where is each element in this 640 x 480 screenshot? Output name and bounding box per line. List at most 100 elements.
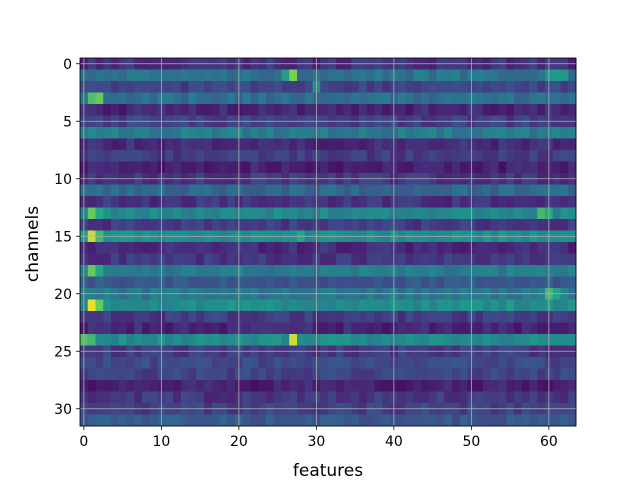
heatmap-cell (514, 380, 523, 392)
heatmap-cell (196, 368, 205, 381)
heatmap-cell (149, 138, 158, 151)
heatmap-cell (483, 69, 492, 82)
heatmap-cell (374, 253, 383, 266)
y-axis-ticks: 0 5 10 15 20 25 30 (54, 57, 80, 418)
heatmap-cell (537, 311, 546, 323)
heatmap-cell (382, 219, 391, 231)
heatmap-cell (413, 311, 422, 323)
heatmap-cell (521, 242, 530, 254)
heatmap-cell (219, 219, 228, 231)
heatmap-cell (436, 334, 445, 346)
heatmap-cell (118, 334, 127, 346)
heatmap-cell (118, 184, 127, 197)
heatmap-cell (258, 391, 267, 404)
heatmap-cell (436, 150, 445, 162)
heatmap-cell (506, 380, 515, 392)
heatmap-cell (397, 138, 406, 151)
heatmap-cell (560, 81, 569, 93)
heatmap-cell (529, 265, 538, 277)
heatmap-cell (87, 69, 96, 82)
heatmap-cell (204, 184, 213, 197)
heatmap-cell (211, 69, 220, 82)
heatmap-cell (374, 357, 383, 369)
heatmap-cell (405, 81, 414, 93)
heatmap-cell (328, 196, 337, 208)
heatmap-cell (490, 104, 499, 116)
heatmap-cell (266, 138, 275, 151)
heatmap-cell (196, 184, 205, 197)
heatmap-cell (242, 161, 251, 174)
heatmap-cell (320, 265, 329, 277)
heatmap-cell (351, 127, 360, 139)
heatmap-cell (382, 196, 391, 208)
heatmap-cell (498, 81, 507, 93)
heatmap-cell (266, 265, 275, 277)
heatmap-cell (452, 184, 461, 197)
heatmap-cell (126, 253, 135, 266)
heatmap-cell (459, 127, 468, 139)
heatmap-cell (568, 276, 577, 289)
heatmap-cell (335, 265, 344, 277)
heatmap-cell (560, 127, 569, 139)
heatmap-cell (173, 391, 182, 404)
heatmap-cell (351, 368, 360, 381)
heatmap-cell (343, 322, 352, 335)
heatmap-cell (374, 311, 383, 323)
heatmap-cell (204, 253, 213, 266)
heatmap-cell (258, 299, 267, 312)
heatmap-cell (134, 276, 143, 289)
heatmap-cell (227, 150, 236, 162)
heatmap-cell (351, 81, 360, 93)
heatmap-cell (258, 334, 267, 346)
heatmap-cell (250, 219, 259, 231)
heatmap-cell (366, 138, 375, 151)
heatmap-cell (281, 207, 290, 220)
heatmap-cell (490, 334, 499, 346)
heatmap-cell (537, 357, 546, 369)
heatmap-cell (219, 391, 228, 404)
heatmap-cell (188, 150, 197, 162)
heatmap-cell (413, 69, 422, 82)
heatmap-cell (266, 207, 275, 220)
heatmap-cell (111, 104, 120, 116)
heatmap-cell (483, 92, 492, 105)
heatmap-cell (227, 104, 236, 116)
heatmap-cell (289, 138, 298, 151)
heatmap-cell (204, 276, 213, 289)
heatmap-cell (304, 253, 313, 266)
heatmap-cell (436, 322, 445, 335)
heatmap-cell (242, 368, 251, 381)
heatmap-cell (366, 184, 375, 197)
heatmap-cell (436, 368, 445, 381)
heatmap-cell (397, 391, 406, 404)
heatmap-cell (421, 81, 430, 93)
heatmap-cell (475, 414, 484, 427)
heatmap-cell (537, 380, 546, 392)
heatmap-cell (196, 299, 205, 312)
heatmap-cell (382, 311, 391, 323)
heatmap-cell (421, 265, 430, 277)
heatmap-cell (552, 265, 561, 277)
heatmap-cell (196, 322, 205, 335)
heatmap-cell (126, 196, 135, 208)
heatmap-cell (452, 380, 461, 392)
heatmap-cell (359, 104, 368, 116)
heatmap-cell (405, 69, 414, 82)
heatmap-cell (219, 184, 228, 197)
heatmap-cell (459, 391, 468, 404)
heatmap-cell (227, 276, 236, 289)
heatmap-cell (95, 311, 104, 323)
heatmap-cell (444, 207, 453, 220)
heatmap-cell (266, 196, 275, 208)
heatmap-cell (134, 380, 143, 392)
heatmap-cell (452, 81, 461, 93)
heatmap-cell (219, 242, 228, 254)
heatmap-cell (142, 311, 151, 323)
heatmap-cell (134, 299, 143, 312)
heatmap-cell (382, 184, 391, 197)
heatmap-cell (173, 357, 182, 369)
heatmap-cell (351, 219, 360, 231)
heatmap-cell (351, 92, 360, 105)
heatmap-cell (149, 414, 158, 427)
heatmap-cell (397, 127, 406, 139)
